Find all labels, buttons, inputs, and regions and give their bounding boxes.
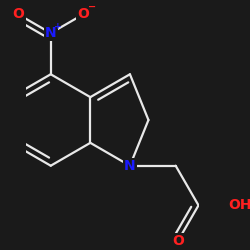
Text: N: N <box>124 159 136 173</box>
Text: −: − <box>88 2 96 12</box>
Text: N: N <box>45 26 56 40</box>
Text: +: + <box>54 22 61 31</box>
Text: O: O <box>77 7 89 21</box>
Text: O: O <box>12 7 24 21</box>
Text: OH: OH <box>228 198 250 212</box>
Text: O: O <box>172 234 184 248</box>
